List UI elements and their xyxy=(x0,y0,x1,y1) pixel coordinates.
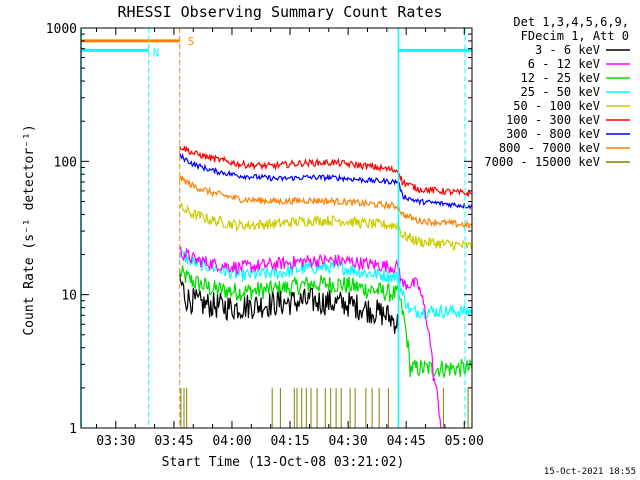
series-800-7000-kev xyxy=(179,175,473,230)
x-tick-label-0345: 03:45 xyxy=(154,434,193,449)
legend-decimation: FDecim 1, Att 0 xyxy=(521,29,629,43)
legend-label-100-300-kev: 100 - 300 keV xyxy=(506,113,600,127)
x-tick-label-0330: 03:30 xyxy=(96,434,135,449)
series-25-50-kev xyxy=(179,250,473,319)
legend-label-3-6-kev: 3 - 6 keV xyxy=(535,43,600,57)
x-tick-label-0400: 04:00 xyxy=(212,434,251,449)
axis-layer: 03:30 03:45 04:00 04:15 04:30 04:45 05:00 1 10 10… xyxy=(46,22,484,449)
x-tick-label-0500: 05:00 xyxy=(445,434,484,449)
flag-n-label: N xyxy=(153,46,160,59)
y-axis-label: Count Rate (s⁻¹ detector⁻¹) xyxy=(22,124,37,335)
series-7000-15000-kev xyxy=(180,387,469,428)
series-300-800-kev xyxy=(179,152,473,210)
flag-s: S xyxy=(81,28,194,428)
series-100-300-kev xyxy=(179,145,473,197)
x-tick-label-0430: 04:30 xyxy=(329,434,368,449)
series-6-12-kev xyxy=(179,245,442,429)
legend-label-300-800-kev: 300 - 800 keV xyxy=(506,127,600,141)
legend: Det 1,3,4,5,6,9, FDecim 1, Att 0 3 - 6 k… xyxy=(484,15,630,169)
y-tick-label-1: 1 xyxy=(69,422,77,437)
flag-s-label: S xyxy=(188,35,195,48)
plot-frame xyxy=(80,27,473,429)
timestamp: 15-Oct-2021 18:55 xyxy=(544,467,636,477)
legend-label-800-7000-kev: 800 - 7000 keV xyxy=(499,141,600,155)
legend-label-50-100-kev: 50 - 100 keV xyxy=(513,99,600,113)
y-tick-label-100: 100 xyxy=(54,155,77,170)
y-tick-label-1000: 1000 xyxy=(46,22,77,37)
legend-label-6-12-kev: 6 - 12 keV xyxy=(528,57,600,71)
series-3-6-kev xyxy=(179,274,399,334)
series-50-100-kev xyxy=(179,201,473,252)
y-tick-label-10: 10 xyxy=(61,289,77,304)
chart-title: RHESSI Observing Summary Count Rates xyxy=(117,3,442,21)
legend-label-25-50-kev: 25 - 50 keV xyxy=(521,85,600,99)
legend-label-7000-15000-kev: 7000 - 15000 keV xyxy=(484,155,600,169)
x-tick-label-0415: 04:15 xyxy=(270,434,309,449)
series-12-25-kev xyxy=(179,265,473,380)
legend-label-12-25-kev: 12 - 25 keV xyxy=(521,71,600,85)
legend-detectors: Det 1,3,4,5,6,9, xyxy=(513,15,629,29)
x-tick-label-0445: 04:45 xyxy=(387,434,426,449)
x-axis-label: Start Time (13-Oct-08 03:21:02) xyxy=(162,455,405,470)
series-layer xyxy=(179,145,473,429)
